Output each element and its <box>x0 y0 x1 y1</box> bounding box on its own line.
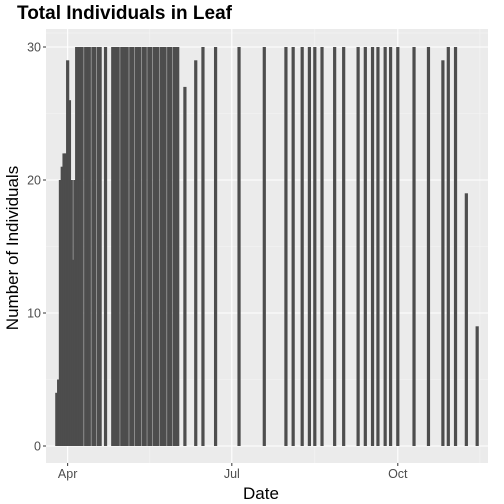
bar <box>370 47 375 446</box>
bar <box>383 47 387 446</box>
x-tick-label: Oct <box>388 467 408 481</box>
bar <box>136 47 140 446</box>
bar <box>143 47 147 446</box>
bar <box>154 47 158 446</box>
bar <box>85 47 90 446</box>
bar <box>141 47 146 446</box>
bar <box>174 47 178 446</box>
bar <box>201 47 205 446</box>
bar <box>80 47 84 446</box>
bar <box>313 47 317 446</box>
bar <box>125 47 129 446</box>
bar <box>213 47 218 446</box>
y-tick-label: 20 <box>27 174 41 188</box>
bar <box>73 180 77 446</box>
bar <box>60 166 64 446</box>
bar <box>291 47 295 446</box>
bar <box>453 47 458 446</box>
bar <box>396 47 400 446</box>
bar <box>58 180 63 446</box>
x-tick-label: Apr <box>58 467 77 481</box>
bar <box>57 379 61 446</box>
bar <box>129 47 133 446</box>
bar <box>66 60 70 447</box>
bar <box>237 47 241 446</box>
bar <box>441 60 445 447</box>
bar <box>412 47 416 446</box>
bar <box>446 47 450 446</box>
bar <box>163 47 167 446</box>
y-axis: 0 10 20 30 <box>27 41 46 454</box>
x-axis: Apr Jul Oct <box>58 463 408 481</box>
bar <box>120 47 124 446</box>
bar <box>116 47 120 446</box>
bar <box>176 47 180 446</box>
bar <box>300 47 304 446</box>
bar <box>62 153 66 446</box>
bar <box>84 47 88 446</box>
bar <box>183 86 187 447</box>
y-tick-label: 10 <box>27 307 41 321</box>
bar <box>123 47 127 446</box>
bar <box>320 47 324 446</box>
bar <box>342 47 346 446</box>
bar <box>262 47 266 446</box>
bar <box>78 47 82 446</box>
x-axis-title: Date <box>243 484 279 503</box>
bar <box>388 47 393 446</box>
bar <box>64 153 68 446</box>
bar <box>69 180 73 446</box>
bar <box>87 47 91 446</box>
bar <box>363 47 367 446</box>
bar <box>172 47 176 446</box>
bar <box>131 47 135 446</box>
bar <box>376 47 380 446</box>
bar <box>98 47 102 446</box>
x-tick-label: Jul <box>224 467 240 481</box>
bar <box>464 193 468 446</box>
bar <box>194 60 198 447</box>
bar <box>103 47 108 446</box>
bar <box>152 47 156 446</box>
bar <box>76 47 81 446</box>
y-tick-label: 30 <box>27 41 41 55</box>
bar <box>307 47 311 446</box>
bar <box>161 47 165 446</box>
bar <box>138 47 142 446</box>
bars <box>55 47 479 447</box>
bar <box>134 47 138 446</box>
y-tick-label: 0 <box>34 440 41 454</box>
bar <box>121 47 126 446</box>
bar <box>159 47 164 446</box>
bar <box>93 47 97 446</box>
bar <box>75 47 79 446</box>
bar <box>356 47 360 446</box>
bar <box>426 47 431 446</box>
bar <box>96 47 100 446</box>
bar <box>333 47 337 446</box>
bar <box>167 47 171 446</box>
bar <box>149 47 153 446</box>
bar <box>112 47 117 446</box>
chart-title: Total Individuals in Leaf <box>17 3 233 24</box>
bar <box>111 47 115 446</box>
bar <box>284 47 288 446</box>
y-axis-title: Number of Individuals <box>3 166 22 330</box>
bar <box>168 47 173 446</box>
bar <box>147 47 151 446</box>
bar <box>475 326 479 446</box>
bar <box>91 47 95 446</box>
bar <box>114 47 118 446</box>
bar <box>67 100 72 446</box>
bar <box>71 259 75 446</box>
bar <box>55 392 59 446</box>
bar <box>156 47 160 446</box>
